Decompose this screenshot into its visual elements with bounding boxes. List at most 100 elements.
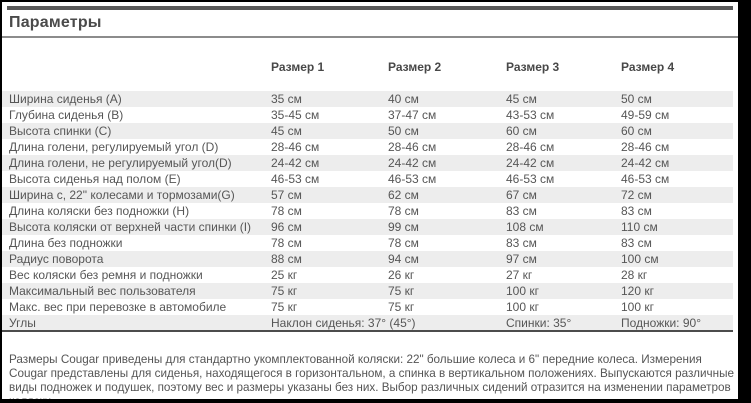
title-rule [2, 36, 738, 38]
column-header-empty [2, 38, 271, 91]
param-value: 27 кг [506, 268, 533, 282]
column-header-size3: Размер 3 [506, 60, 560, 74]
param-value: 24-42 см [506, 156, 555, 170]
param-value: 75 кг [271, 284, 298, 298]
param-value: 78 см [388, 204, 419, 218]
param-value: 46-53 см [388, 172, 437, 186]
param-value: 100 кг [506, 300, 539, 314]
table-row: Длина голени, не регулируемый угол(D) 24… [2, 155, 733, 171]
footer-note: Размеры Cougar приведены для стандартно … [9, 353, 734, 399]
param-label: Высота коляски от верхней части спинки (… [9, 220, 252, 234]
param-value: 97 см [506, 252, 537, 266]
param-value: 25 кг [271, 268, 298, 282]
table-row: Радиус поворота 88 см 94 см 97 см 100 см [2, 251, 733, 267]
param-value: 37-47 см [388, 108, 437, 122]
param-label: Длина без подножки [9, 236, 123, 250]
column-header-size4: Размер 4 [621, 60, 675, 74]
table-row: Ширина сиденья (A) 35 см 40 см 45 см 50 … [2, 91, 733, 107]
param-value: 72 см [621, 188, 652, 202]
param-value: 28-46 см [388, 140, 437, 154]
param-value: 75 кг [271, 300, 298, 314]
param-value: 28-46 см [271, 140, 320, 154]
param-value: 45 см [506, 92, 537, 106]
param-value: 28-46 см [506, 140, 555, 154]
page: Параметры Размер 1 Размер 2 Размер 3 Раз… [2, 2, 738, 399]
param-value: 83 см [506, 204, 537, 218]
param-value: 108 см [506, 220, 544, 234]
param-value: 26 кг [388, 268, 415, 282]
param-label: Длина голени, регулируемый угол (D) [9, 140, 219, 154]
angles-seat-tilt-value: Наклон сиденья: 37° (45°) [271, 315, 506, 332]
table-row: Макс. вес при перевозке в автомобиле 75 … [2, 299, 733, 315]
param-value: 78 см [271, 204, 302, 218]
table-header-row: Размер 1 Размер 2 Размер 3 Размер 4 [2, 38, 733, 91]
param-value: 83 см [621, 204, 652, 218]
param-value: 120 кг [621, 284, 654, 298]
angles-back-value: Спинки: 35° [506, 315, 621, 332]
param-value: 60 см [506, 124, 537, 138]
param-value: 67 см [506, 188, 537, 202]
param-value: 46-53 см [621, 172, 670, 186]
param-value: 24-42 см [388, 156, 437, 170]
param-label: Углы [2, 315, 271, 332]
param-label: Глубина сиденья (B) [9, 108, 124, 122]
param-value: 24-42 см [271, 156, 320, 170]
param-value: 88 см [271, 252, 302, 266]
table-row: Длина коляски без подножки (H) 78 см 78 … [2, 203, 733, 219]
param-label: Ширина сиденья (A) [9, 92, 122, 106]
param-value: 78 см [388, 236, 419, 250]
param-label: Длина коляски без подножки (H) [9, 204, 190, 218]
param-value: 60 см [621, 124, 652, 138]
page-title: Параметры [9, 14, 102, 31]
param-value: 46-53 см [506, 172, 555, 186]
param-value: 28-46 см [621, 140, 670, 154]
param-value: 45 см [271, 124, 302, 138]
angles-footrest-value: Подножки: 90° [621, 315, 733, 332]
column-header-size1: Размер 1 [271, 60, 325, 74]
param-value: 110 см [621, 220, 658, 234]
param-value: 75 кг [388, 284, 415, 298]
table-row: Максимальный вес пользователя 75 кг 75 к… [2, 283, 733, 299]
param-label: Высота сиденья над полом (E) [9, 172, 181, 186]
param-value: 57 см [271, 188, 302, 202]
param-value: 78 см [271, 236, 302, 250]
param-label: Макс. вес при перевозке в автомобиле [9, 300, 227, 314]
param-value: 35 см [271, 92, 302, 106]
table-row: Высота коляски от верхней части спинки (… [2, 219, 733, 235]
table-row: Глубина сиденья (B) 35-45 см 37-47 см 43… [2, 107, 733, 123]
param-value: 50 см [388, 124, 419, 138]
param-value: 28 кг [621, 268, 648, 282]
param-value: 35-45 см [271, 108, 320, 122]
table-row: Длина без подножки 78 см 78 см 83 см 83 … [2, 235, 733, 251]
table-row: Высота сиденья над полом (E) 46-53 см 46… [2, 171, 733, 187]
table-row: Вес коляски без ремня и подножки 25 кг 2… [2, 267, 733, 283]
param-label: Радиус поворота [9, 252, 104, 266]
param-value: 50 см [621, 92, 652, 106]
table-row-angles: Углы Наклон сиденья: 37° (45°) Спинки: 3… [2, 315, 733, 332]
param-label: Длина голени, не регулируемый угол(D) [9, 156, 232, 170]
param-value: 94 см [388, 252, 419, 266]
param-value: 100 кг [506, 284, 539, 298]
param-label: Максимальный вес пользователя [9, 284, 196, 298]
param-value: 100 кг [621, 300, 654, 314]
param-value: 43-53 см [506, 108, 555, 122]
param-value: 62 см [388, 188, 419, 202]
table-row: Высота спинки (C) 45 см 50 см 60 см 60 с… [2, 123, 733, 139]
param-value: 83 см [506, 236, 537, 250]
param-value: 99 см [388, 220, 419, 234]
table-row: Длина голени, регулируемый угол (D) 28-4… [2, 139, 733, 155]
param-value: 100 см [621, 252, 659, 266]
parameters-table: Размер 1 Размер 2 Размер 3 Размер 4 Шири… [2, 38, 733, 332]
param-value: 40 см [388, 92, 419, 106]
param-value: 83 см [621, 236, 652, 250]
param-value: 49-59 см [621, 108, 670, 122]
param-value: 46-53 см [271, 172, 320, 186]
column-header-size2: Размер 2 [388, 60, 442, 74]
param-label: Вес коляски без ремня и подножки [9, 268, 203, 282]
param-label: Ширина с, 22" колесами и тормозами(G) [9, 188, 235, 202]
param-value: 24-42 см [621, 156, 670, 170]
top-divider [7, 6, 733, 10]
table-row: Ширина с, 22" колесами и тормозами(G) 57… [2, 187, 733, 203]
param-value: 75 кг [388, 300, 415, 314]
